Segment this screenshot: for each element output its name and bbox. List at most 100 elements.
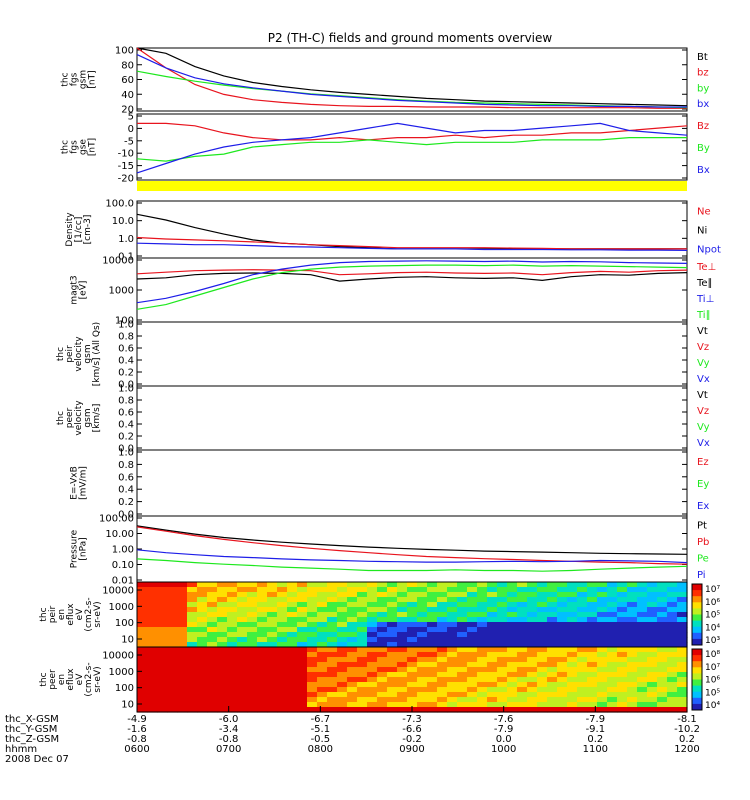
spectrogram-cell [517, 637, 528, 643]
spectrogram-cell [497, 687, 508, 693]
flag-bar [137, 181, 687, 191]
spectrogram-cell [437, 647, 448, 653]
spectrogram-cell [657, 642, 668, 648]
spectrogram-cell [237, 637, 248, 643]
spectrogram-cell [147, 602, 158, 608]
spectrogram-cell [537, 627, 548, 633]
spectrogram-cell [247, 652, 258, 658]
spectrogram-cell [177, 587, 188, 593]
colorbar-segment [692, 638, 702, 646]
spectrogram-cell [397, 592, 408, 598]
spectrogram-cell [647, 632, 658, 638]
spectrogram-cell [287, 582, 298, 588]
spectrogram-cell [137, 662, 148, 668]
spectrogram-cell [247, 592, 258, 598]
spectrogram-cell [597, 602, 608, 608]
spectrogram-cell [507, 642, 518, 648]
spectrogram-cell [447, 597, 458, 603]
spectrogram-cell [637, 622, 648, 628]
spectrogram-cell [567, 702, 578, 708]
spectrogram-cell [477, 662, 488, 668]
spectrogram-cell [557, 672, 568, 678]
spectrogram-cell [217, 707, 228, 713]
spectrogram-cell [577, 662, 588, 668]
legend-entry: Vx [697, 374, 710, 385]
spectrogram-cell [607, 687, 618, 693]
spectrogram-cell [247, 597, 258, 603]
spectrogram-cell [627, 607, 638, 613]
panel-ylabel-line: Density [65, 212, 75, 247]
spectrogram-cell [657, 612, 668, 618]
spectrogram-cell [407, 682, 418, 688]
spectrogram-cell [577, 682, 588, 688]
spectrogram-cell [187, 682, 198, 688]
spectrogram-cell [517, 612, 528, 618]
y-tick-label: 1.0 [118, 448, 134, 459]
spectrogram-cell [467, 687, 478, 693]
spectrogram-cell [137, 617, 148, 623]
spectrogram-cell [597, 617, 608, 623]
spectrogram-cell [587, 612, 598, 618]
spectrogram-cell [507, 672, 518, 678]
spectrogram-cell [557, 647, 568, 653]
spectrogram-cell [157, 642, 168, 648]
colorbar-segment [692, 632, 702, 640]
colorbar-tick-label: 10⁴ [705, 623, 720, 633]
spectrogram-cell [597, 662, 608, 668]
spectrogram-cell [627, 642, 638, 648]
spectrogram-cell [427, 667, 438, 673]
spectrogram-cell [547, 627, 558, 633]
spectrogram-cell [617, 612, 628, 618]
spectrogram-cell [397, 612, 408, 618]
spectrogram-cell [207, 642, 218, 648]
spectrogram-cell [257, 622, 268, 628]
spectrogram-cell [507, 707, 518, 713]
colorbar-tick-label: 10³ [705, 636, 720, 646]
spectrogram-cell [197, 607, 208, 613]
spectrogram-cell [307, 702, 318, 708]
panel-ylabel-line: thc [61, 72, 71, 86]
spectrogram-cell [297, 637, 308, 643]
spectrogram-cell [567, 682, 578, 688]
spectrogram-cell [417, 632, 428, 638]
spectrogram-cell [497, 637, 508, 643]
spectrogram-cell [237, 672, 248, 678]
spectrogram-cell [427, 582, 438, 588]
spectrogram-cell [487, 632, 498, 638]
spectrogram-cell [577, 657, 588, 663]
spectrogram-cell [407, 612, 418, 618]
legend-entry: Ez [697, 457, 709, 468]
spectrogram-cell [137, 687, 148, 693]
spectrogram-cell [597, 697, 608, 703]
panel-ylabel-line: gsm [83, 408, 93, 427]
spectrogram-cell [417, 592, 428, 598]
spectrogram-cell [557, 677, 568, 683]
spectrogram-cell [237, 587, 248, 593]
spectrogram-cell [457, 582, 468, 588]
spectrogram-cell [477, 697, 488, 703]
spectrogram-cell [657, 632, 668, 638]
spectrogram-cell [467, 657, 478, 663]
spectrogram-cell [457, 657, 468, 663]
spectrogram-cell [187, 617, 198, 623]
spectrogram-cell [507, 597, 518, 603]
spectrogram-cell [177, 662, 188, 668]
spectrogram-cell [397, 702, 408, 708]
y-tick-label: 100.00 [99, 514, 134, 525]
spectrogram-cell [597, 702, 608, 708]
spectrogram-cell [557, 652, 568, 658]
spectrogram-cell [217, 682, 228, 688]
spectrogram-cell [257, 592, 268, 598]
spectrogram-cell [367, 592, 378, 598]
spectrogram-cell [187, 642, 198, 648]
spectrogram-cell [167, 647, 178, 653]
spectrogram-cell [527, 592, 538, 598]
spectrogram-cell [657, 667, 668, 673]
y-tick-label: 10.0 [112, 216, 134, 227]
spectrogram-cell [397, 697, 408, 703]
spectrogram-cell [307, 597, 318, 603]
spectrogram-cell [667, 667, 678, 673]
spectrogram-cell [147, 697, 158, 703]
spectrogram-cell [557, 657, 568, 663]
